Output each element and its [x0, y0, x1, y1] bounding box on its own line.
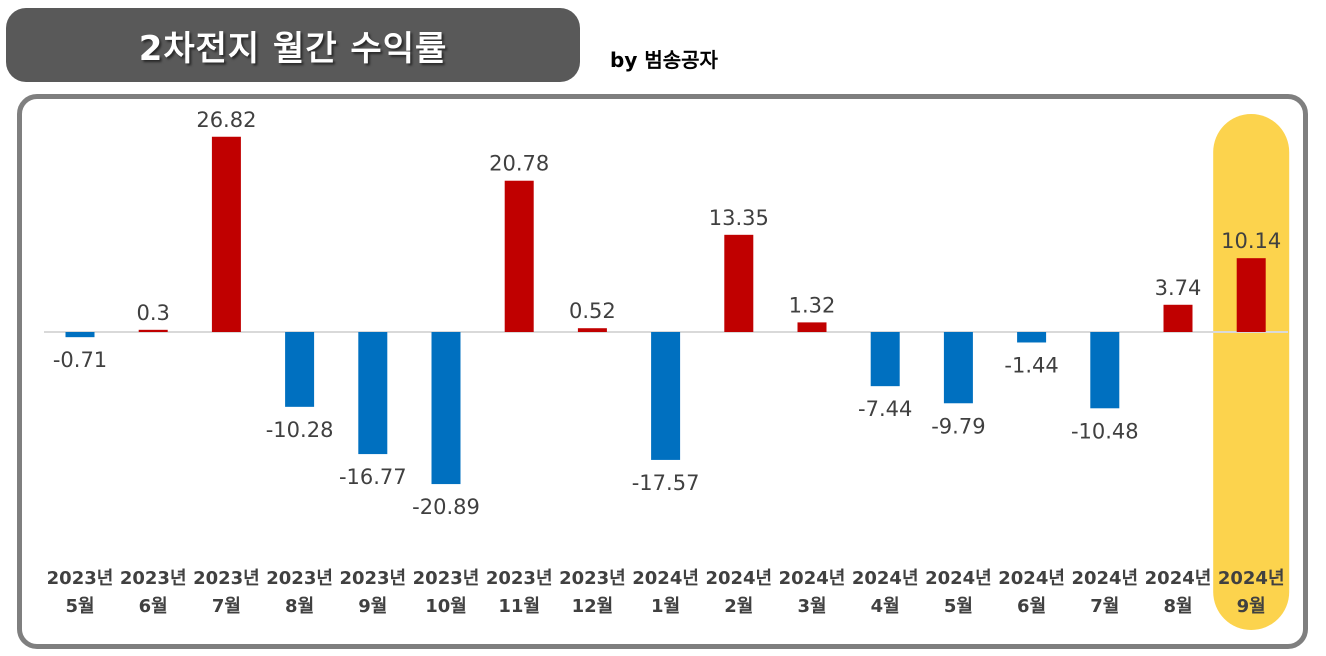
data-label-7: 0.52 — [569, 299, 616, 323]
tick-label-month-10: 3월 — [797, 596, 826, 617]
data-label-0: -0.71 — [53, 348, 107, 372]
tick-label-month-6: 11월 — [498, 596, 540, 617]
tick-label-month-4: 9월 — [358, 596, 387, 617]
bar-15 — [1163, 304, 1193, 332]
bar-8 — [651, 332, 681, 460]
chart-title: 2차전지 월간 수익률 — [138, 28, 448, 69]
tick-label-month-15: 8월 — [1163, 596, 1192, 617]
tick-label-year-6: 2023년 — [486, 568, 553, 589]
bar-3 — [285, 332, 315, 407]
tick-label-year-12: 2024년 — [925, 568, 992, 589]
data-label-10: 1.32 — [789, 293, 836, 317]
tick-label-month-1: 6월 — [139, 596, 168, 617]
tick-label-year-4: 2023년 — [339, 568, 406, 589]
bar-9 — [724, 234, 754, 332]
tick-label-year-15: 2024년 — [1145, 568, 1212, 589]
bar-2 — [211, 136, 241, 332]
tick-label-month-7: 12월 — [572, 596, 614, 617]
bar-7 — [577, 328, 607, 332]
tick-label-year-5: 2023년 — [413, 568, 480, 589]
bar-14 — [1090, 332, 1120, 409]
title-banner: 2차전지 월간 수익률 — [6, 8, 580, 82]
data-label-5: -20.89 — [412, 495, 480, 519]
bar-0 — [65, 332, 95, 338]
tick-label-month-14: 7월 — [1090, 596, 1119, 617]
data-label-14: -10.48 — [1071, 419, 1139, 443]
tick-label-month-12: 5월 — [944, 596, 973, 617]
bar-4 — [358, 332, 388, 455]
tick-label-year-1: 2023년 — [120, 568, 187, 589]
data-label-11: -7.44 — [858, 397, 912, 421]
tick-label-year-9: 2024년 — [705, 568, 772, 589]
bar-1 — [138, 329, 168, 332]
tick-label-year-8: 2024년 — [632, 568, 699, 589]
tick-label-month-5: 10월 — [425, 596, 467, 617]
tick-label-month-11: 4월 — [871, 596, 900, 617]
bar-12 — [943, 332, 973, 404]
data-label-8: -17.57 — [632, 471, 700, 495]
chart-frame — [17, 94, 1308, 649]
data-label-16: 10.14 — [1221, 229, 1281, 253]
highlight-column — [1213, 114, 1290, 630]
tick-label-month-9: 2월 — [724, 596, 753, 617]
tick-label-year-13: 2024년 — [998, 568, 1065, 589]
bar-5 — [431, 332, 461, 485]
bar-13 — [1017, 332, 1047, 343]
tick-label-year-16: 2024년 — [1218, 568, 1285, 589]
tick-label-year-14: 2024년 — [1071, 568, 1138, 589]
data-label-12: -9.79 — [931, 414, 985, 438]
tick-label-month-0: 5월 — [65, 596, 94, 617]
data-label-4: -16.77 — [339, 465, 407, 489]
data-label-6: 20.78 — [489, 152, 549, 176]
tick-label-year-0: 2023년 — [47, 568, 114, 589]
data-label-15: 3.74 — [1155, 276, 1202, 300]
tick-label-month-13: 6월 — [1017, 596, 1046, 617]
bar-16 — [1236, 258, 1266, 332]
data-label-13: -1.44 — [1004, 353, 1058, 377]
tick-label-month-8: 1월 — [651, 596, 680, 617]
tick-label-month-2: 7월 — [212, 596, 241, 617]
data-label-9: 13.35 — [709, 206, 769, 230]
author-byline: by 범송공자 — [610, 48, 718, 72]
data-label-1: 0.3 — [136, 301, 169, 325]
tick-label-month-16: 9월 — [1237, 596, 1266, 617]
bar-6 — [504, 180, 534, 332]
tick-label-year-11: 2024년 — [852, 568, 919, 589]
data-label-2: 26.82 — [196, 108, 256, 132]
tick-label-month-3: 8월 — [285, 596, 314, 617]
bar-10 — [797, 322, 827, 332]
tick-label-year-7: 2023년 — [559, 568, 626, 589]
tick-label-year-2: 2023년 — [193, 568, 260, 589]
tick-label-year-10: 2024년 — [779, 568, 846, 589]
tick-label-year-3: 2023년 — [266, 568, 333, 589]
data-label-3: -10.28 — [266, 418, 334, 442]
bar-11 — [870, 332, 900, 387]
